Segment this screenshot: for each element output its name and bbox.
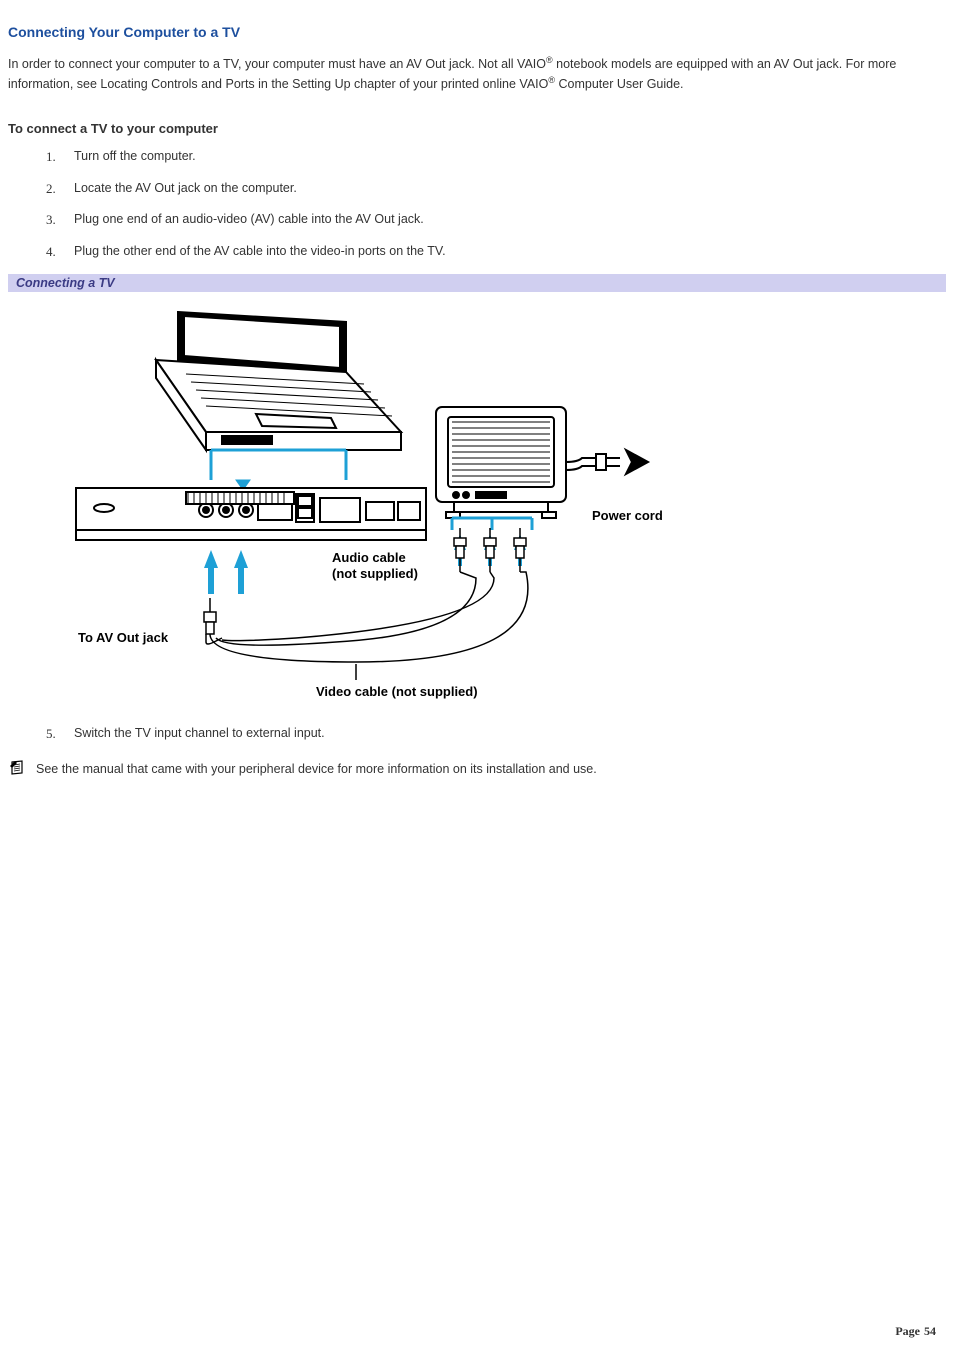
step-item: Plug the other end of the AV cable into … xyxy=(60,243,946,261)
diagram-svg: Power cord Audio cable (not supplied) To… xyxy=(36,302,676,702)
label-audio-cable-1: Audio cable xyxy=(332,550,406,565)
note: See the manual that came with your perip… xyxy=(8,761,946,780)
step-text: Locate the AV Out jack on the computer. xyxy=(74,181,297,195)
port-panel-icon xyxy=(76,488,426,540)
step-item: Turn off the computer. xyxy=(60,148,946,166)
subheading: To connect a TV to your computer xyxy=(8,121,946,136)
figure-banner: Connecting a TV xyxy=(8,274,946,292)
tv-icon xyxy=(436,407,566,518)
laptop-icon xyxy=(156,312,401,450)
reg-mark-1: ® xyxy=(546,55,553,65)
step-text: Switch the TV input channel to external … xyxy=(74,726,325,740)
cables xyxy=(210,572,528,662)
power-cord-icon xyxy=(566,450,648,474)
step-item: Locate the AV Out jack on the computer. xyxy=(60,180,946,198)
intro-paragraph: In order to connect your computer to a T… xyxy=(8,54,946,93)
mini-plug-icon xyxy=(204,598,222,644)
intro-part-3: Computer User Guide. xyxy=(555,77,684,91)
arrow-laptop-to-panel xyxy=(211,450,346,490)
diagram: Power cord Audio cable (not supplied) To… xyxy=(36,302,946,705)
page-title: Connecting Your Computer to a TV xyxy=(8,24,946,40)
step-text: Plug one end of an audio-video (AV) cabl… xyxy=(74,212,424,226)
page-number-value: 54 xyxy=(924,1324,936,1338)
intro-part-1: In order to connect your computer to a T… xyxy=(8,57,546,71)
step-text: Plug the other end of the AV cable into … xyxy=(74,244,446,258)
reg-mark-2: ® xyxy=(548,75,555,85)
step-item: Plug one end of an audio-video (AV) cabl… xyxy=(60,211,946,229)
steps-list-b: Switch the TV input channel to external … xyxy=(8,725,946,743)
label-video-cable: Video cable (not supplied) xyxy=(316,684,478,699)
panel-input-arrows xyxy=(204,550,248,594)
label-av-out: To AV Out jack xyxy=(78,630,169,645)
page-label: Page xyxy=(895,1324,920,1338)
step-item: Switch the TV input channel to external … xyxy=(60,725,946,743)
note-icon xyxy=(8,759,30,780)
label-power-cord: Power cord xyxy=(592,508,663,523)
page-number: Page 54 xyxy=(895,1324,936,1339)
steps-list-a: Turn off the computer. Locate the AV Out… xyxy=(8,148,946,260)
step-text: Turn off the computer. xyxy=(74,149,196,163)
label-audio-cable-2: (not supplied) xyxy=(332,566,418,581)
note-text: See the manual that came with your perip… xyxy=(36,761,597,779)
